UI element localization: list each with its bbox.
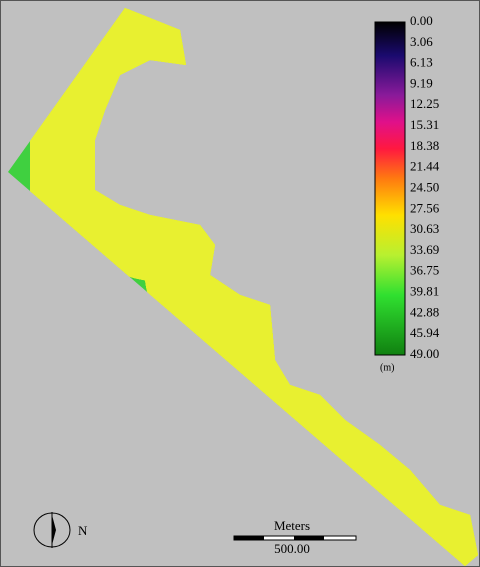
legend-label: 21.44 [410, 159, 440, 174]
legend-colorbar [374, 21, 406, 356]
legend-label: 45.94 [410, 325, 440, 340]
scale-length: 500.00 [274, 541, 310, 556]
north-label: N [78, 523, 88, 538]
legend-label: 6.13 [410, 55, 433, 70]
legend-label: 42.88 [410, 304, 439, 319]
legend-label: 0.00 [410, 13, 433, 28]
legend-label: 39.81 [410, 284, 439, 299]
legend-label: 27.56 [410, 200, 440, 215]
legend-label: 9.19 [410, 75, 433, 90]
scale-title: Meters [274, 518, 310, 533]
legend-label: 12.25 [410, 96, 439, 111]
legend-label: 30.63 [410, 221, 439, 236]
legend: 0.00 3.06 6.13 9.19 12.25 15.31 18.38 21.44 24.5… [410, 13, 440, 361]
legend-label: 3.06 [410, 34, 433, 49]
legend-label: 33.69 [410, 242, 439, 257]
legend-label: 18.38 [410, 138, 439, 153]
legend-label: 36.75 [410, 263, 439, 278]
legend-label: 15.31 [410, 117, 439, 132]
north-arrow [33, 512, 71, 548]
legend-unit: (m) [380, 362, 394, 373]
scale-bar [233, 535, 357, 541]
legend-label: 24.50 [410, 179, 439, 194]
legend-label: 49.00 [410, 346, 439, 361]
